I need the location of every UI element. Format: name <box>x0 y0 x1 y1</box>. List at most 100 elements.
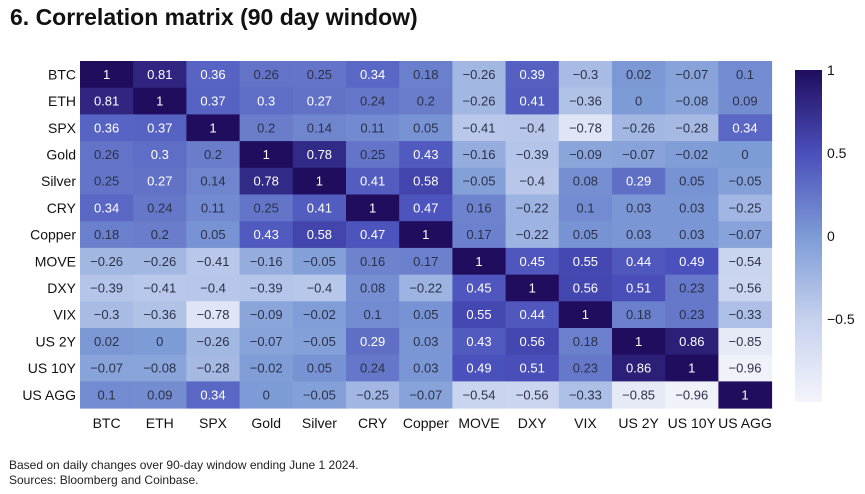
heatmap-cell <box>505 247 560 276</box>
cell-value-label: 0.23 <box>679 307 704 322</box>
cell-value-label: 0.14 <box>200 174 225 189</box>
colorbar <box>795 70 822 402</box>
cell-value-label: −0.07 <box>409 387 442 402</box>
column-label: BTC <box>93 415 121 431</box>
row-label: MOVE <box>35 253 76 269</box>
cell-value-label: 0 <box>263 387 270 402</box>
heatmap-cell <box>718 141 773 169</box>
heatmap-cell <box>80 194 134 222</box>
cell-value-label: 0.39 <box>520 67 545 82</box>
column-label: DXY <box>518 415 547 431</box>
heatmap-cell <box>399 247 453 276</box>
cell-value-label: 0.17 <box>413 254 438 269</box>
column-label: US AGG <box>718 415 772 431</box>
cell-value-label: 0.18 <box>413 67 438 82</box>
cell-value-label: 1 <box>156 94 163 109</box>
cell-value-label: 0.44 <box>626 254 651 269</box>
cell-value-label: 0.03 <box>679 200 704 215</box>
cell-value-label: 1 <box>103 67 110 82</box>
heatmap-cell <box>612 221 666 249</box>
cell-value-label: −0.36 <box>143 307 176 322</box>
heatmap-cell <box>186 61 241 89</box>
heatmap-cell <box>399 354 453 382</box>
cell-value-label: 0.44 <box>520 307 545 322</box>
heatmap-cell <box>612 114 666 142</box>
heatmap-cell <box>505 274 560 302</box>
cell-value-label: 0.51 <box>520 361 545 376</box>
heatmap-cell <box>665 194 719 222</box>
cell-value-label: 0.81 <box>147 67 172 82</box>
cell-value-label: −0.16 <box>250 254 283 269</box>
heatmap-cell <box>665 328 719 356</box>
cell-value-label: 0.09 <box>147 387 172 402</box>
cell-value-label: 0.14 <box>307 120 332 135</box>
heatmap-cell <box>292 381 347 409</box>
cell-value-label: −0.09 <box>250 307 283 322</box>
cell-value-label: 0.29 <box>360 334 385 349</box>
heatmap-cell <box>505 61 560 89</box>
heatmap-cell <box>452 61 507 89</box>
heatmap-cell <box>399 167 453 195</box>
heatmap-cell <box>558 87 613 115</box>
heatmap-cell <box>133 114 187 142</box>
heatmap-cell <box>718 114 773 142</box>
cell-value-label: −0.07 <box>675 67 708 82</box>
row-label: CRY <box>47 200 77 216</box>
heatmap-cell <box>239 114 294 142</box>
cell-value-label: 0 <box>741 147 748 162</box>
cell-value-label: 0.2 <box>151 227 169 242</box>
cell-value-label: −0.26 <box>143 254 176 269</box>
cell-value-label: 0.2 <box>417 94 435 109</box>
heatmap-cell <box>399 87 453 115</box>
cell-value-label: 0.08 <box>360 280 385 295</box>
heatmap-cell <box>718 381 773 409</box>
heatmap-cell <box>452 247 507 276</box>
cell-value-label: 1 <box>529 280 536 295</box>
cell-value-label: 0.58 <box>307 227 332 242</box>
heatmap-cell <box>665 301 719 329</box>
row-label: BTC <box>48 66 76 82</box>
cell-value-label: 0.1 <box>98 387 116 402</box>
heatmap-cell <box>612 247 666 276</box>
cell-value-label: −0.22 <box>516 200 549 215</box>
cell-value-label: −0.26 <box>622 120 655 135</box>
colorbar-tick-label: 0 <box>827 228 835 244</box>
cell-value-label: 0.29 <box>626 174 651 189</box>
cell-value-label: −0.22 <box>409 280 442 295</box>
heatmap-cell <box>186 247 241 276</box>
heatmap-cell <box>239 301 294 329</box>
cell-value-label: 0.86 <box>679 334 704 349</box>
footnote: Based on daily changes over 90-day windo… <box>9 458 359 472</box>
cell-value-label: 0.16 <box>466 200 491 215</box>
cell-value-label: −0.54 <box>463 387 496 402</box>
heatmap-cell <box>505 87 560 115</box>
heatmap-cell <box>505 301 560 329</box>
cell-value-label: 0.09 <box>732 94 757 109</box>
cell-value-label: 0.05 <box>413 120 438 135</box>
cell-value-label: −0.28 <box>675 120 708 135</box>
cell-value-label: 0.16 <box>360 254 385 269</box>
heatmap-cell <box>239 61 294 89</box>
heatmap-cell <box>718 194 773 222</box>
cell-value-label: −0.05 <box>303 387 336 402</box>
heatmap-cell <box>346 354 400 382</box>
heatmap-cell <box>718 247 773 276</box>
row-label: DXY <box>47 280 76 296</box>
cell-value-label: 0.36 <box>94 120 119 135</box>
heatmap-cell <box>452 167 507 195</box>
heatmap-cell <box>718 274 773 302</box>
heatmap-cell <box>558 194 613 222</box>
heatmap-cell <box>186 114 241 142</box>
cell-value-label: −0.39 <box>516 147 549 162</box>
heatmap-cell <box>186 301 241 329</box>
heatmap-cell <box>133 301 187 329</box>
cell-value-label: 0.1 <box>736 67 754 82</box>
cell-value-label: 0.3 <box>151 147 169 162</box>
heatmap-cell <box>292 167 347 195</box>
heatmap-cell <box>239 247 294 276</box>
heatmap-cell <box>665 87 719 115</box>
cell-value-label: 0.27 <box>147 174 172 189</box>
heatmap-cell <box>505 167 560 195</box>
heatmap-cell <box>239 141 294 169</box>
heatmap-cell <box>346 194 400 222</box>
